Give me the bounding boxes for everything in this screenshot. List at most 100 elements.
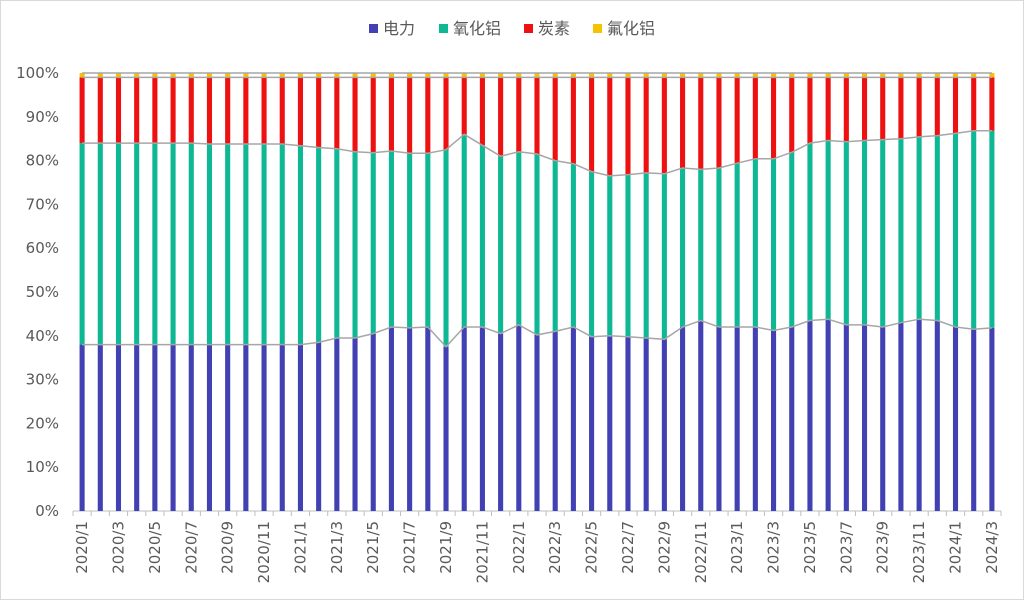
bar-segment [425, 77, 431, 154]
x-tick-label: 2021/7 [401, 521, 419, 574]
bar-segment [443, 149, 449, 347]
bar-segment [861, 324, 868, 511]
bar-segment [243, 344, 249, 511]
bar-segment [425, 73, 431, 78]
bar-segment [825, 319, 831, 511]
bar-segment [752, 158, 758, 328]
bar-segment [552, 160, 558, 332]
bar-segment [552, 331, 558, 511]
bar-segment [297, 77, 303, 146]
bar-segment [79, 344, 85, 511]
bar-segment [570, 77, 576, 164]
bar-segment [789, 152, 795, 328]
bar-segment [952, 327, 959, 511]
bar-segment [407, 327, 413, 511]
bar-segment [861, 73, 868, 78]
bar-segment [334, 337, 340, 511]
bar-segment [261, 344, 267, 511]
x-tick-label: 2021/3 [328, 521, 346, 574]
bar-segment [880, 327, 886, 511]
bar-segment [225, 143, 231, 345]
bar-segment [170, 73, 176, 78]
y-tick-label: 50% [26, 283, 59, 301]
bar-segment [625, 77, 631, 175]
bar-segment [916, 73, 922, 78]
bar-segment [589, 77, 595, 172]
bar-segment [134, 77, 140, 144]
bar-segment [334, 73, 340, 78]
bar-segment [225, 73, 231, 78]
bar-segment [516, 77, 522, 152]
bar-segment [334, 148, 340, 338]
bar-segment [825, 77, 831, 141]
bar-segment [516, 73, 522, 78]
bar-segment [552, 77, 558, 161]
bar-segment [498, 73, 504, 78]
bar-segment [534, 77, 540, 155]
bar-segment [443, 346, 449, 511]
bar-segment [461, 327, 467, 511]
bar-segment [861, 140, 868, 325]
bar-segment [297, 344, 303, 511]
bar-segment [370, 73, 376, 78]
bar-segment [97, 143, 103, 345]
bar-segment [225, 77, 231, 144]
bar-segment [989, 130, 995, 328]
x-tick-label: 2022/3 [546, 521, 564, 574]
bar-segment [661, 77, 667, 174]
bar-segment [115, 73, 122, 78]
bar-segment [225, 344, 231, 511]
bar-segment [971, 73, 977, 78]
bar-segment [134, 143, 140, 345]
bar-segment [316, 342, 322, 511]
bar-segment [680, 168, 686, 328]
x-tick-label: 2020/5 [146, 521, 164, 574]
bar-segment [843, 324, 849, 511]
bar-segment [134, 73, 140, 78]
bar-segment [115, 344, 122, 511]
x-tick-label: 2023/3 [765, 521, 783, 574]
bar-segment [570, 163, 576, 328]
bar-segment [934, 73, 940, 78]
bar-segment [261, 77, 267, 144]
bar-segment [279, 143, 285, 345]
bar-segment [334, 77, 340, 149]
bar-segment [479, 145, 485, 328]
x-tick-label: 2021/9 [437, 521, 455, 574]
legend-label: 电力 [383, 19, 415, 38]
bar-segment [880, 139, 886, 328]
bar-segment [206, 344, 213, 511]
bar-segment [152, 143, 158, 345]
x-tick-label: 2020/3 [109, 521, 127, 574]
x-tick-label: 2020/1 [73, 521, 91, 574]
bar-segment [97, 344, 103, 511]
bar-segment [170, 77, 176, 144]
bar-segment [698, 169, 704, 321]
bar-segment [388, 327, 394, 511]
y-tick-label: 90% [26, 108, 59, 126]
bar-segment [115, 77, 122, 144]
bar-segment [498, 333, 504, 511]
bar-segment [316, 77, 322, 148]
x-tick-label: 2022/5 [583, 521, 601, 574]
series-lines [82, 72, 992, 348]
bar-segment [680, 327, 686, 511]
bar-segment [898, 77, 904, 139]
legend-swatch [439, 24, 448, 33]
bar-segment [843, 77, 849, 142]
bar-segment [425, 153, 431, 328]
bar-segment [279, 77, 285, 144]
bar-segment [188, 344, 194, 511]
bar-segment [898, 322, 904, 511]
bar-segment [407, 77, 413, 154]
bar-segment [115, 143, 122, 345]
x-tick-label: 2021/1 [291, 521, 309, 574]
legend-label: 氟化铝 [607, 19, 655, 38]
bar-segment [79, 73, 85, 78]
bar-segment [716, 327, 722, 511]
bar-segment [352, 337, 358, 511]
bar-segment [934, 135, 940, 321]
bar-segment [952, 73, 959, 78]
bar-segment [807, 77, 813, 144]
